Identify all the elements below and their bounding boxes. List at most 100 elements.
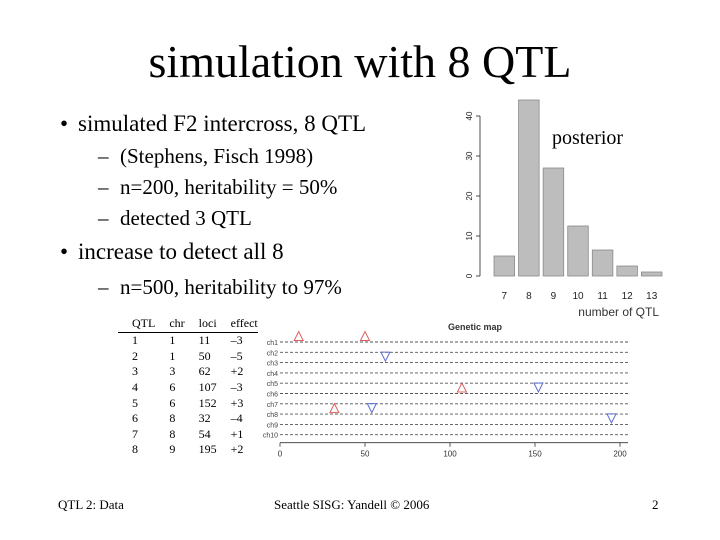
table-cell-chr: 6 [169, 380, 176, 395]
sub-bullet-text: (Stephens, Fisch 1998) [120, 144, 314, 168]
x-tick-label: 12 [622, 291, 634, 302]
table-cell-effect: +2 [230, 364, 244, 379]
table-cell-qtl: 8 [132, 442, 138, 457]
histogram-bar [542, 167, 565, 277]
table-row: 5 6 152 +3 [118, 395, 258, 411]
table-cell-chr: 1 [169, 348, 176, 363]
header-chr: chr [155, 316, 185, 333]
table-cell-loci: 195 [198, 442, 217, 457]
histogram-bar [518, 99, 540, 277]
header-loci: loci [184, 316, 217, 333]
sub-bullet-text: n=200, heritability = 50% [120, 175, 338, 199]
table-cell-effect: –5 [230, 348, 243, 363]
table-cell-effect: –4 [230, 411, 243, 426]
y-tick-label: 10 [465, 231, 474, 240]
x-tick-label: 100 [443, 450, 457, 459]
qtl-marker-down [533, 382, 544, 394]
qtl-marker-down [606, 413, 617, 425]
x-axis-label: number of QTL [578, 305, 659, 319]
qtl-marker-down [380, 351, 391, 363]
x-tick-label: 8 [526, 291, 532, 302]
table-cell-chr: 9 [169, 442, 176, 457]
bullet-2: • increase to detect all 8 [60, 238, 284, 266]
x-tick-label: 50 [361, 450, 370, 459]
qtl-marker-up [293, 330, 305, 341]
table-cell-qtl: 3 [132, 364, 138, 379]
table-row: 8 9 195 +2 [118, 442, 258, 458]
chromosome-label: ch4 [267, 371, 278, 378]
table-cell-qtl: 6 [132, 411, 138, 426]
header-effect: effect [216, 316, 258, 333]
table-cell-loci: 11 [198, 333, 211, 348]
table-cell-loci: 62 [198, 364, 211, 379]
posterior-label: posterior [552, 127, 624, 149]
y-tick-label: 0 [465, 273, 474, 278]
slide-title: simulation with 8 QTL [148, 36, 572, 87]
table-cell-qtl: 4 [132, 380, 138, 395]
chromosome-label: ch10 [263, 433, 278, 440]
histogram-bar [567, 225, 589, 277]
table-row: 1 1 11 –3 [118, 333, 258, 349]
sub-bullet-text: detected 3 QTL [120, 206, 252, 230]
table-cell-effect: +2 [230, 442, 244, 457]
sub-bullet-1-1: – (Stephens, Fisch 1998) [98, 143, 314, 169]
table-header-row: QTL chr loci effect [118, 316, 258, 333]
x-tick-label: 0 [278, 450, 283, 459]
qtl-marker-up [359, 330, 371, 341]
table-cell-effect: –3 [230, 380, 243, 395]
table-row: 6 8 32 –4 [118, 411, 258, 427]
footer-center: Seattle SISG: Yandell © 2006 [274, 497, 430, 512]
histogram-bar [616, 265, 638, 277]
histogram-bar [493, 255, 515, 277]
qtl-marker-down [366, 403, 378, 414]
dash: – [98, 206, 109, 230]
header-qtl: QTL [118, 316, 156, 333]
qtl-marker-up [329, 402, 340, 414]
x-tick-label: 9 [551, 291, 557, 302]
qtl-marker-up [456, 381, 468, 393]
table-cell-qtl: 7 [132, 426, 138, 441]
x-tick-label: 13 [646, 291, 658, 302]
page-number: 2 [652, 497, 659, 512]
table-cell-chr: 8 [169, 411, 176, 426]
table-cell-loci: 50 [198, 348, 211, 363]
y-tick-label: 40 [465, 111, 474, 120]
table-cell-effect: –3 [230, 333, 243, 348]
bullet-1: • simulated F2 intercross, 8 QTL [60, 110, 366, 138]
genetic-map-chart: Genetic map ch1 ch2 ch3 ch4 ch5 ch6 ch7 ch8 ch9 ch… [263, 322, 628, 459]
x-tick-label: 7 [502, 291, 508, 302]
x-tick-label: 150 [528, 450, 542, 459]
table-row: 2 1 50 –5 [118, 349, 258, 365]
table-row: 4 6 107 –3 [118, 380, 258, 396]
x-tick-label: 11 [597, 291, 608, 302]
histogram-bar [641, 271, 663, 277]
table-cell-effect: +1 [230, 426, 244, 441]
sub-bullet-1-3: – detected 3 QTL [98, 205, 252, 231]
qtl-table: QTL chr loci effect 1 1 11 –3 2 1 50 –5 3 3 62 +2 4 6… [118, 316, 258, 458]
table-cell-effect: +3 [230, 395, 244, 410]
histogram-bar [591, 249, 614, 277]
table-row: 7 8 54 +1 [118, 427, 258, 443]
table-cell-qtl: 5 [132, 395, 138, 410]
table-cell-loci: 107 [198, 380, 217, 395]
bullet-2-text: increase to detect all 8 [78, 239, 284, 264]
dash: – [98, 144, 109, 168]
chromosome-label: ch7 [267, 402, 278, 409]
table-cell-qtl: 1 [132, 333, 138, 348]
table-cell-loci: 54 [198, 426, 211, 441]
dash: – [98, 175, 109, 199]
genetic-map-title: Genetic map [448, 322, 503, 332]
table-cell-loci: 152 [198, 395, 217, 410]
table-row: 3 3 62 +2 [118, 364, 258, 380]
table-cell-chr: 8 [169, 426, 176, 441]
dash: – [98, 275, 109, 299]
chromosome-label: ch2 [267, 350, 278, 357]
chromosome-label: ch3 [267, 361, 278, 368]
table-cell-loci: 32 [198, 411, 211, 426]
sub-bullet-2-1: – n=500, heritability to 97% [98, 274, 342, 300]
chromosome-label: ch6 [267, 392, 278, 399]
bullet-dot: • [60, 239, 69, 264]
x-tick-label: 10 [572, 291, 584, 302]
table-cell-chr: 3 [169, 364, 176, 379]
sub-bullet-1-2: – n=200, heritability = 50% [98, 174, 338, 200]
